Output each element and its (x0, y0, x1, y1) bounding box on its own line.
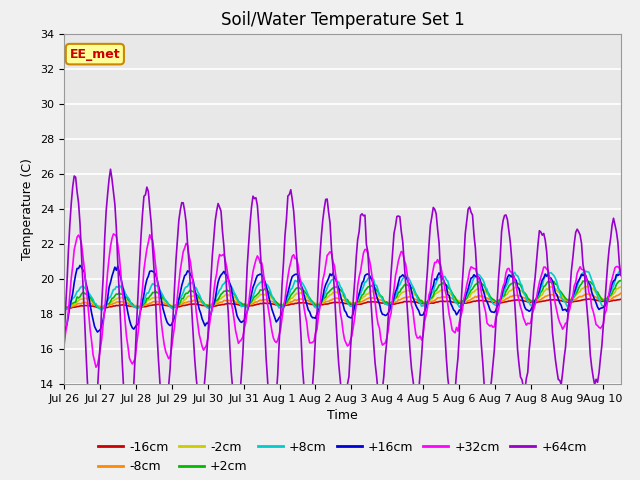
+2cm (61, 307, 69, 312)
X-axis label: Time: Time (327, 409, 358, 422)
-16cm (616, 297, 623, 302)
-16cm (98, 305, 106, 311)
+2cm (582, 277, 589, 283)
+16cm (60, 333, 68, 338)
Line: -2cm: -2cm (64, 287, 621, 308)
+16cm (617, 272, 625, 277)
+64cm (60, 338, 68, 344)
-8cm (612, 293, 620, 299)
+2cm (98, 306, 106, 312)
Line: +32cm: +32cm (64, 234, 621, 367)
-16cm (61, 305, 69, 311)
+16cm (614, 273, 621, 278)
+8cm (79, 283, 87, 289)
+16cm (81, 269, 88, 275)
+8cm (458, 302, 466, 308)
-2cm (457, 299, 465, 305)
-16cm (348, 301, 356, 307)
Legend: -16cm, -8cm, -2cm, +2cm, +8cm, +16cm, +32cm, +64cm: -16cm, -8cm, -2cm, +2cm, +8cm, +16cm, +3… (93, 436, 592, 478)
-16cm (81, 303, 88, 309)
+64cm (89, 433, 97, 439)
Line: +16cm: +16cm (64, 265, 621, 336)
+8cm (614, 271, 621, 276)
+32cm (616, 265, 623, 271)
+16cm (458, 303, 466, 309)
+8cm (97, 306, 104, 312)
-8cm (617, 290, 625, 296)
-16cm (585, 296, 593, 302)
+32cm (109, 231, 117, 237)
+8cm (98, 307, 106, 313)
Line: +2cm: +2cm (64, 280, 621, 310)
+32cm (98, 336, 106, 341)
Title: Soil/Water Temperature Set 1: Soil/Water Temperature Set 1 (221, 11, 464, 29)
+2cm (81, 290, 88, 296)
+64cm (107, 167, 115, 172)
-16cm (617, 296, 625, 302)
+64cm (617, 272, 625, 278)
+8cm (541, 273, 549, 279)
+2cm (616, 278, 623, 284)
+64cm (460, 257, 468, 263)
+64cm (98, 300, 106, 305)
+64cm (616, 261, 623, 266)
+64cm (79, 280, 87, 286)
-2cm (346, 299, 354, 305)
+32cm (349, 324, 357, 330)
-8cm (540, 295, 548, 300)
+8cm (60, 305, 68, 311)
-8cm (79, 300, 87, 305)
+16cm (76, 263, 84, 268)
-2cm (614, 286, 621, 291)
-8cm (97, 303, 104, 309)
-16cm (458, 300, 466, 306)
-16cm (541, 298, 549, 304)
-2cm (617, 284, 625, 290)
+64cm (349, 297, 357, 302)
-2cm (79, 297, 87, 302)
-16cm (60, 305, 68, 311)
+8cm (617, 267, 625, 273)
+32cm (79, 253, 87, 259)
+32cm (92, 364, 100, 370)
+16cm (98, 322, 106, 327)
+2cm (541, 283, 549, 288)
+16cm (348, 315, 356, 321)
+64cm (543, 249, 550, 254)
Line: -16cm: -16cm (64, 299, 621, 308)
+2cm (458, 298, 466, 303)
-2cm (60, 305, 68, 311)
+8cm (348, 303, 356, 309)
+2cm (60, 306, 68, 312)
-8cm (60, 304, 68, 310)
Line: -8cm: -8cm (64, 293, 621, 307)
-2cm (97, 305, 104, 311)
Line: +8cm: +8cm (64, 270, 621, 310)
-2cm (540, 289, 548, 295)
+32cm (460, 296, 468, 302)
+32cm (543, 266, 550, 272)
+2cm (617, 277, 625, 283)
+2cm (348, 302, 356, 308)
Line: +64cm: +64cm (64, 169, 621, 436)
Text: EE_met: EE_met (70, 48, 120, 60)
+32cm (60, 343, 68, 349)
-2cm (584, 284, 591, 289)
+32cm (617, 273, 625, 278)
Y-axis label: Temperature (C): Temperature (C) (22, 158, 35, 260)
-8cm (457, 300, 465, 305)
+16cm (541, 271, 549, 277)
-8cm (346, 300, 354, 306)
